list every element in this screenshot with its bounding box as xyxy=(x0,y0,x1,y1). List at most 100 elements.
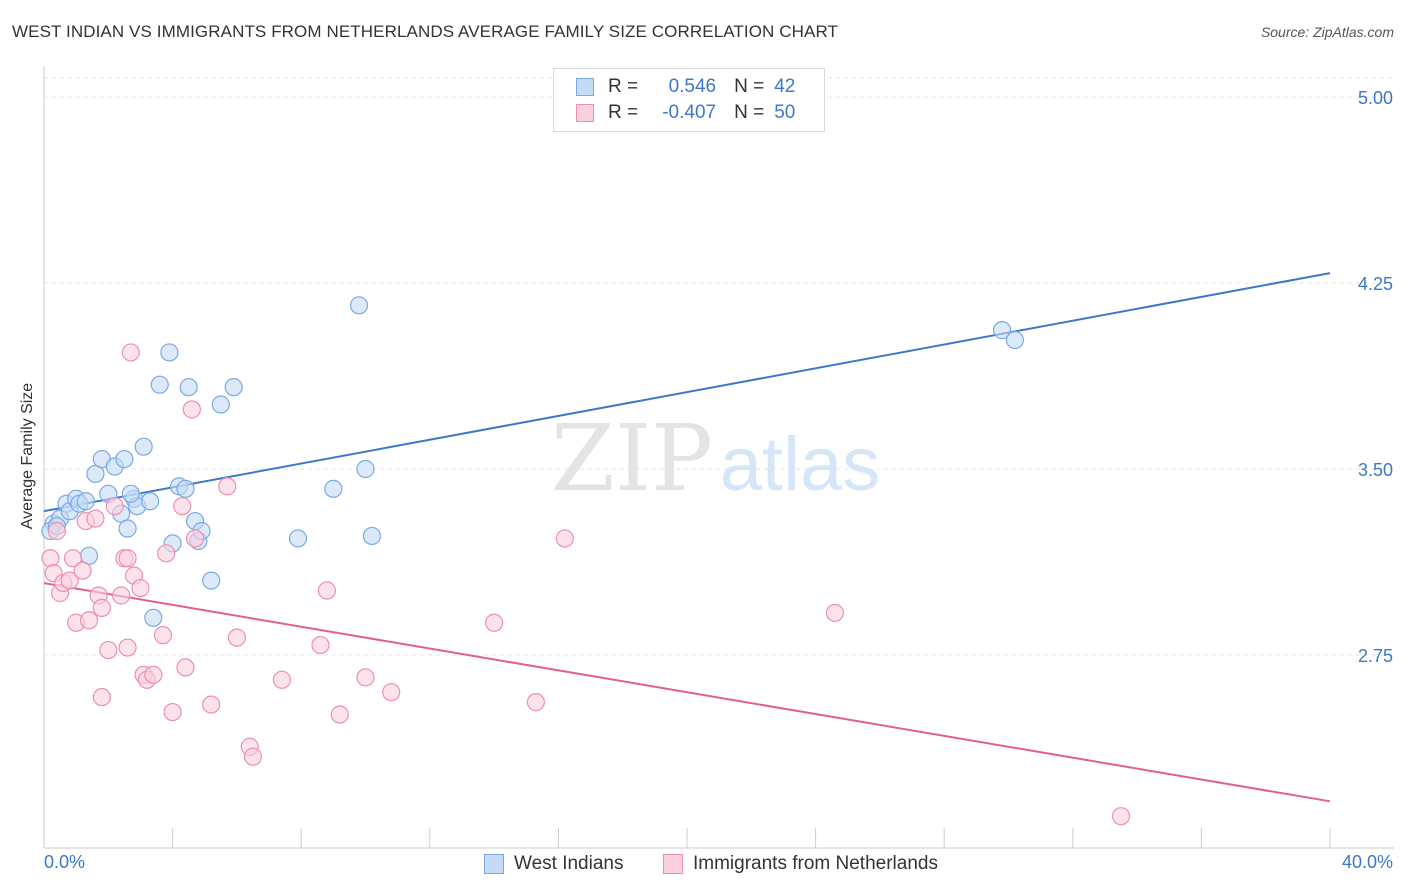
legend-item-netherlands[interactable]: Immigrants from Netherlands xyxy=(663,851,938,877)
y-axis-label: Average Family Size xyxy=(19,382,36,530)
watermark: ZIP atlas xyxy=(551,405,880,512)
grid-lines xyxy=(44,77,1394,656)
x-axis-max-label: 40.0% xyxy=(1341,852,1393,872)
legend-label: Immigrants from Netherlands xyxy=(693,853,938,874)
netherlands-point xyxy=(60,571,79,590)
netherlands-point xyxy=(153,626,173,645)
netherlands-point xyxy=(112,586,131,605)
netherlands-point xyxy=(63,549,83,568)
y-tick-labels: 2.75 3.50 4.25 5.00 xyxy=(1358,88,1393,666)
netherlands-point xyxy=(157,544,176,563)
y-tick-label: 3.50 xyxy=(1358,460,1393,480)
west-indians-point xyxy=(288,529,308,548)
west-indians-point xyxy=(1005,330,1025,350)
netherlands-point xyxy=(121,343,140,362)
west-indians-point xyxy=(115,449,134,469)
source-label: Source: ZipAtlas.com xyxy=(1260,24,1394,40)
r-label: R = xyxy=(608,102,639,123)
y-tick-label: 4.25 xyxy=(1358,274,1393,294)
y-tick-label: 2.75 xyxy=(1358,646,1393,666)
netherlands-trendline xyxy=(43,582,1331,803)
chart-title: WEST INDIAN VS IMMIGRANTS FROM NETHERLAN… xyxy=(12,22,839,41)
west-indians-point xyxy=(224,378,243,397)
data-points xyxy=(41,296,1131,826)
axes xyxy=(43,66,1394,849)
trendlines xyxy=(43,272,1331,803)
netherlands-point xyxy=(118,549,137,568)
netherlands-point xyxy=(176,658,195,677)
netherlands-point xyxy=(73,561,92,580)
west-indians-point xyxy=(121,484,140,503)
n-label: N = xyxy=(734,76,765,97)
y-tick-label: 5.00 xyxy=(1358,88,1393,108)
bottom-legend: West Indians Immigrants from Netherlands xyxy=(0,851,1406,877)
west-indians-point xyxy=(202,571,221,590)
r-value: -0.407 xyxy=(662,102,717,123)
west-indians-point xyxy=(150,375,169,394)
netherlands-point xyxy=(163,702,182,722)
west-indians-point xyxy=(118,519,137,538)
netherlands-point xyxy=(86,509,105,528)
netherlands-point xyxy=(105,497,124,516)
netherlands-point xyxy=(186,529,205,548)
netherlands-point xyxy=(555,529,574,548)
netherlands-point xyxy=(47,521,66,541)
n-value: 50 xyxy=(774,102,796,123)
netherlands-point xyxy=(272,670,292,689)
netherlands-point xyxy=(144,665,163,684)
legend-item-west-indians[interactable]: West Indians xyxy=(484,851,623,877)
netherlands-legend-swatch xyxy=(663,854,683,874)
watermark-atlas: atlas xyxy=(720,422,881,507)
netherlands-point xyxy=(92,688,111,707)
netherlands-point xyxy=(1111,807,1131,826)
netherlands-point xyxy=(118,638,137,657)
netherlands-swatch xyxy=(576,104,594,122)
n-label: N = xyxy=(734,102,765,123)
west-indians-point xyxy=(324,479,343,498)
netherlands-point xyxy=(356,668,375,687)
netherlands-point xyxy=(41,549,60,568)
netherlands-point xyxy=(243,747,263,766)
r-label: R = xyxy=(608,76,639,97)
netherlands-point xyxy=(182,400,201,419)
netherlands-point xyxy=(227,628,246,647)
west-indians-point xyxy=(349,296,369,315)
legend-label: West Indians xyxy=(514,853,624,874)
watermark-zip: ZIP xyxy=(551,405,713,512)
stats-row-west-indians: R = 0.546 N = 42 xyxy=(576,74,795,100)
netherlands-point xyxy=(173,497,192,516)
netherlands-point xyxy=(92,598,111,617)
west-indians-legend-swatch xyxy=(484,854,504,874)
netherlands-point xyxy=(99,640,118,660)
west-indians-trendline xyxy=(43,272,1331,513)
west-indians-point xyxy=(362,526,382,546)
west-indians-point xyxy=(134,437,153,456)
west-indians-point xyxy=(140,492,160,511)
netherlands-point xyxy=(330,705,349,724)
netherlands-point xyxy=(131,578,150,598)
netherlands-point xyxy=(526,693,545,712)
west-indians-point xyxy=(211,395,230,414)
west-indians-point xyxy=(179,378,198,397)
n-value: 42 xyxy=(774,76,796,97)
stats-legend: R = 0.546 N = 42 R = -0.407 N = 50 xyxy=(553,68,825,132)
netherlands-point xyxy=(311,635,330,655)
netherlands-point xyxy=(825,603,844,622)
stats-row-netherlands: R = -0.407 N = 50 xyxy=(576,100,795,126)
west-indians-point xyxy=(356,459,375,479)
netherlands-point xyxy=(485,613,504,632)
netherlands-point xyxy=(218,477,237,496)
west-indians-point xyxy=(144,608,163,627)
netherlands-point xyxy=(79,611,99,630)
west-indians-point xyxy=(176,479,195,498)
x-axis-min-label: 0.0% xyxy=(44,852,86,872)
r-value: 0.546 xyxy=(668,76,717,97)
west-indians-point xyxy=(76,492,95,511)
netherlands-point xyxy=(382,683,401,702)
netherlands-point xyxy=(317,581,337,600)
west-indians-point xyxy=(992,321,1012,340)
west-indians-point xyxy=(160,343,179,362)
netherlands-point xyxy=(202,695,221,714)
west-indians-swatch xyxy=(576,78,594,96)
